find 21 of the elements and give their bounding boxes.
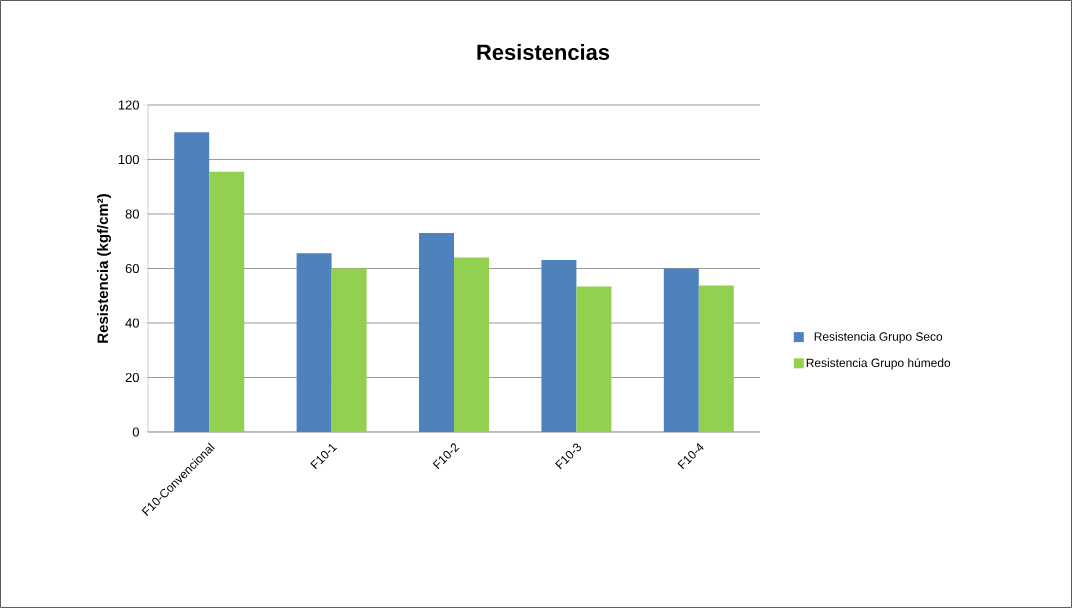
- bar: [576, 286, 612, 432]
- legend-label: Resistencia Grupo húmedo: [806, 358, 951, 370]
- bar: [454, 257, 490, 432]
- bar: [698, 285, 734, 432]
- bar: [331, 268, 367, 432]
- bar: [663, 268, 699, 432]
- y-tick-label: 100: [118, 154, 139, 165]
- y-tick-label: 80: [125, 209, 139, 219]
- y-tick-label: 60: [125, 263, 139, 274]
- chart-title: Resistencias: [477, 43, 610, 61]
- bar: [174, 132, 210, 432]
- y-tick-label: 20: [125, 372, 139, 383]
- y-tick-label: 0: [132, 427, 139, 437]
- bar: [209, 171, 245, 432]
- legend-label: Resistencia Grupo Seco: [814, 332, 943, 344]
- y-tick-label: 120: [118, 100, 139, 110]
- y-axis-title: Resistencia (kgf/cm²): [97, 194, 112, 343]
- bar: [296, 253, 332, 432]
- y-tick-label: 40: [125, 318, 139, 328]
- bar: [541, 260, 577, 432]
- bar: [419, 233, 455, 432]
